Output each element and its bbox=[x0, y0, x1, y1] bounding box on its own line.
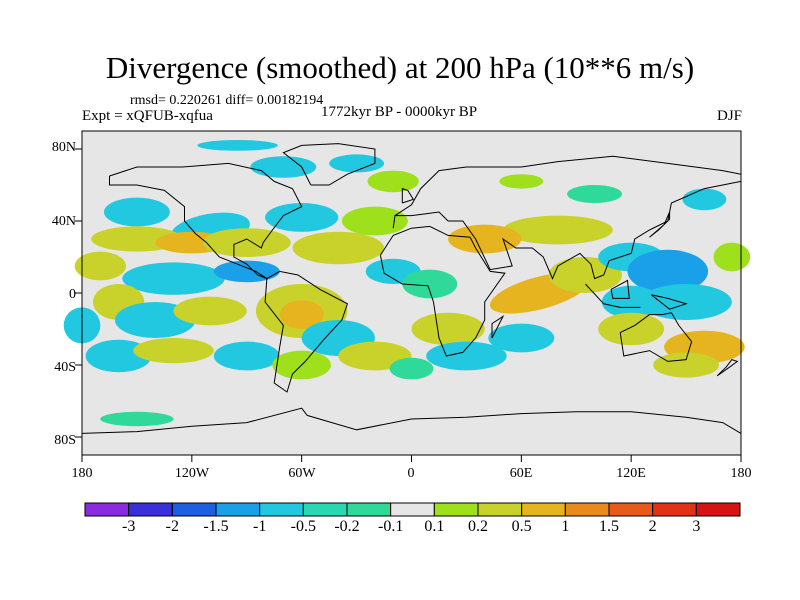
field-region bbox=[279, 300, 324, 329]
colorbar-label: 1.5 bbox=[599, 518, 619, 535]
coastline bbox=[716, 359, 739, 377]
lon-label-60w: 60W bbox=[288, 466, 316, 481]
field-region bbox=[367, 170, 419, 193]
colorbar-swatch bbox=[302, 502, 348, 517]
colorbar-swatch bbox=[84, 502, 130, 517]
coastline bbox=[109, 162, 303, 280]
lon-label-180e: 180 bbox=[730, 466, 752, 481]
axis-ticks bbox=[75, 148, 742, 462]
colorbar-swatch bbox=[390, 502, 435, 517]
field-region bbox=[100, 411, 174, 427]
field-region bbox=[122, 262, 225, 295]
colorbar-label: 1 bbox=[561, 518, 570, 535]
field-region bbox=[402, 269, 458, 299]
field-region bbox=[213, 341, 280, 371]
lat-label-80s: 80S bbox=[54, 433, 76, 448]
coastline bbox=[649, 211, 671, 238]
lat-label-equator: 0 bbox=[69, 287, 76, 302]
field-region bbox=[411, 312, 485, 346]
period-label: 1772kyr BP - 0000kyr BP bbox=[321, 104, 478, 120]
field-region bbox=[548, 257, 623, 293]
field-region bbox=[488, 323, 555, 353]
field-region bbox=[103, 197, 170, 227]
lat-label-40n: 40N bbox=[51, 214, 76, 229]
field-region bbox=[499, 174, 544, 189]
field-region bbox=[682, 188, 727, 211]
colorbar-swatch bbox=[521, 502, 566, 517]
colorbar-label: 0.2 bbox=[468, 518, 488, 535]
field-region bbox=[448, 224, 522, 254]
lat-label-40s: 40S bbox=[54, 360, 76, 375]
field-region bbox=[653, 352, 720, 378]
colorbar-label: -0.2 bbox=[334, 518, 360, 535]
field-region bbox=[627, 249, 709, 293]
colorbar-label: 3 bbox=[692, 518, 701, 535]
season-label: DJF bbox=[716, 108, 742, 124]
coastline bbox=[379, 225, 506, 357]
coastline bbox=[264, 270, 349, 393]
lon-label-180w: 180 bbox=[71, 466, 93, 481]
field-region bbox=[292, 231, 385, 265]
colorbar-label: -2 bbox=[165, 518, 179, 535]
coastline bbox=[392, 155, 742, 229]
field-region bbox=[74, 251, 126, 281]
colorbar-swatch bbox=[564, 502, 610, 517]
field-region bbox=[503, 215, 613, 245]
coastline bbox=[401, 187, 415, 204]
colorbar-swatch bbox=[171, 502, 217, 517]
field-region bbox=[601, 285, 661, 319]
colorbar-swatch bbox=[695, 502, 741, 517]
field-region bbox=[713, 242, 751, 272]
lat-label-80n: 80N bbox=[51, 140, 76, 155]
coastline bbox=[282, 143, 376, 186]
field-region bbox=[640, 284, 732, 320]
colorbar-swatch bbox=[652, 502, 697, 517]
lon-label-120w: 120W bbox=[174, 466, 210, 481]
colorbar-swatch bbox=[259, 502, 304, 517]
colorbar-label: -3 bbox=[121, 518, 136, 535]
coastline bbox=[491, 314, 505, 339]
coastline bbox=[650, 294, 688, 310]
field-region bbox=[133, 338, 214, 364]
field-region bbox=[197, 140, 278, 151]
field-region bbox=[173, 296, 247, 326]
field-region bbox=[426, 341, 507, 371]
colorbar bbox=[84, 502, 741, 517]
divergence-field bbox=[63, 140, 751, 427]
field-region bbox=[389, 357, 434, 380]
coastlines bbox=[81, 143, 742, 434]
map-title: Divergence (smoothed) at 200 hPa (10**6 … bbox=[105, 50, 695, 85]
colorbar-label: -1.5 bbox=[203, 518, 229, 535]
colorbar-swatch bbox=[128, 502, 173, 517]
map-panel bbox=[63, 130, 751, 462]
coastline bbox=[81, 407, 742, 434]
coastline bbox=[395, 180, 742, 280]
field-region bbox=[567, 185, 623, 203]
colorbar-label: -0.5 bbox=[290, 518, 316, 535]
statistics-text: rmsd= 0.220261 diff= 0.00182194 bbox=[130, 93, 324, 108]
colorbar-label: 2 bbox=[648, 518, 657, 535]
lon-label-60e: 60E bbox=[509, 466, 533, 481]
colorbar-label: 0.5 bbox=[511, 518, 532, 535]
field-region bbox=[250, 156, 317, 178]
field-region bbox=[598, 312, 665, 346]
colorbar-label: -0.1 bbox=[377, 518, 404, 535]
field-region bbox=[329, 154, 385, 173]
coastline bbox=[610, 279, 630, 299]
field-region bbox=[341, 206, 408, 236]
colorbar-label: -1 bbox=[252, 518, 267, 535]
lon-label-0: 0 bbox=[407, 466, 415, 481]
coastline bbox=[585, 283, 641, 308]
colorbar-swatch bbox=[346, 502, 392, 517]
colorbar-label: 0.1 bbox=[424, 518, 445, 535]
colorbar-swatch bbox=[215, 502, 261, 517]
colorbar-swatch bbox=[608, 502, 654, 517]
colorbar-swatch bbox=[433, 502, 479, 517]
colorbar-swatch bbox=[477, 502, 523, 517]
coastline bbox=[619, 312, 693, 362]
lon-label-120e: 120E bbox=[616, 466, 646, 481]
experiment-label: Expt = xQFUB-xqfua bbox=[82, 108, 213, 124]
field-region bbox=[265, 203, 339, 232]
